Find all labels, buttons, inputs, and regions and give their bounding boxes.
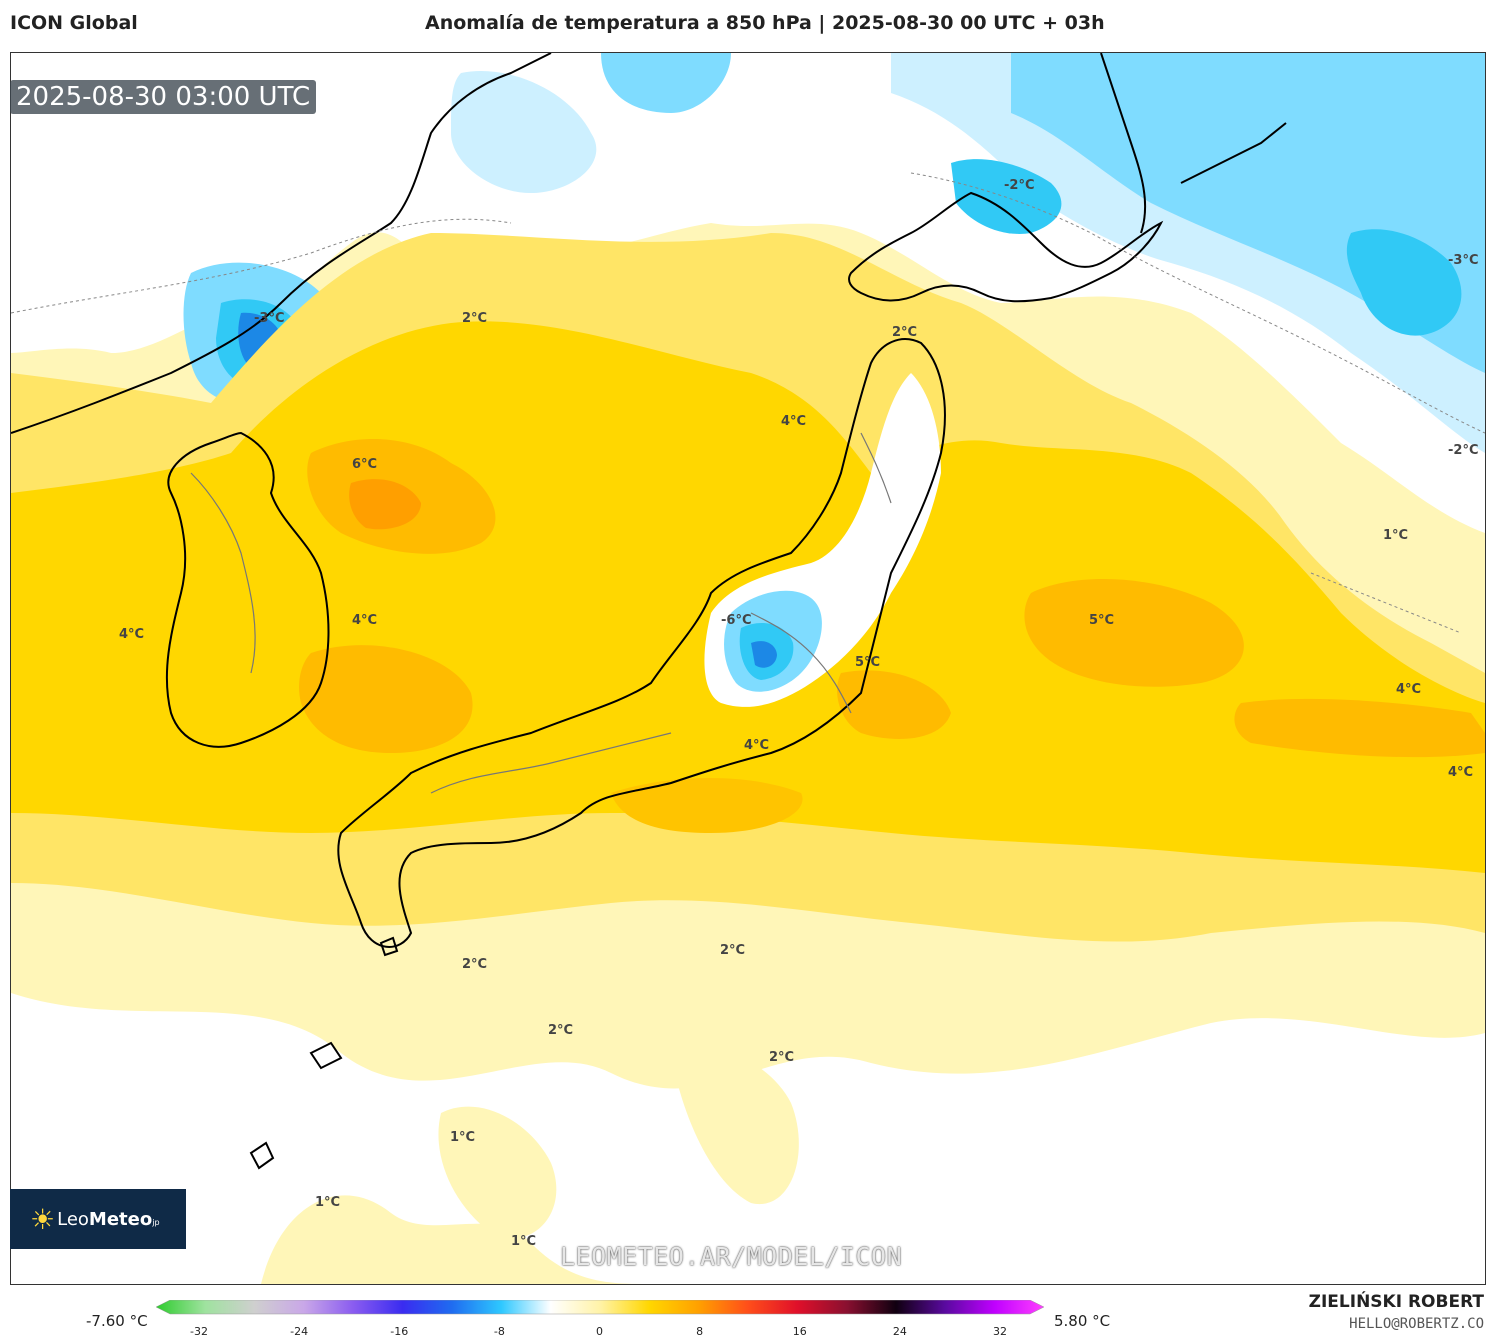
contour-label: 1°C [511, 1234, 537, 1249]
contour-label: 2°C [892, 325, 918, 340]
colorbar [156, 1300, 1045, 1315]
contour-label: -3°C [1448, 253, 1479, 268]
leometeo-logo[interactable]: ☀ LeoMeteojp [10, 1189, 186, 1249]
contour-label: 2°C [769, 1050, 795, 1065]
contour-label: 4°C [352, 613, 378, 628]
colorbar-tick: -8 [493, 1325, 505, 1338]
model-name: ICON Global [10, 12, 138, 34]
author-email[interactable]: HELLO@ROBERTZ.CO [1349, 1316, 1484, 1332]
source-watermark: LEOMETEO.AR/MODEL/ICON [560, 1242, 903, 1271]
contour-label: 2°C [462, 311, 488, 326]
contour-label: -6°C [721, 613, 752, 628]
colorbar-tick: 32 [993, 1325, 1007, 1338]
contour-label: 5°C [1089, 613, 1115, 628]
colorbar-tick: 24 [892, 1325, 907, 1338]
contour-label: 1°C [450, 1130, 476, 1145]
contour-label: 2°C [462, 957, 488, 972]
colorbar-tick: -32 [190, 1325, 208, 1338]
contour-label: -2°C [1004, 178, 1035, 193]
field-5c-pacific [1024, 579, 1244, 687]
coastlines [11, 53, 1287, 1170]
colorbar-max-label: 5.80 °C [1054, 1312, 1111, 1330]
colorbar-tick: 0 [596, 1325, 603, 1338]
colorbar-min-label: -7.60 °C [86, 1312, 148, 1330]
contour-label: 5°C [855, 655, 881, 670]
logo-text: LeoMeteojp [57, 1208, 160, 1230]
admin-boundaries [190, 432, 892, 794]
colorbar-tick: 8 [696, 1325, 704, 1338]
colorbar-tick: -16 [390, 1325, 409, 1338]
contour-label: 1°C [1383, 528, 1409, 543]
author-name: ZIELIŃSKI ROBERT [1308, 1292, 1484, 1312]
contour-label: 4°C [119, 627, 145, 642]
field-minus3 [1346, 229, 1462, 336]
anomaly-field [11, 53, 1485, 1284]
valid-time-badge: 2025-08-30 03:00 UTC [10, 80, 317, 114]
contour-label: 4°C [1448, 765, 1474, 780]
contour-label: -3°C [254, 311, 285, 326]
map-area[interactable] [10, 52, 1486, 1285]
contour-label: -2°C [1448, 443, 1479, 458]
colorbar-tick: -24 [290, 1325, 309, 1338]
contour-label: 6°C [352, 457, 378, 472]
contour-label: 4°C [1396, 682, 1422, 697]
contour-label: 4°C [744, 738, 770, 753]
field-minus6 [751, 641, 777, 668]
sun-icon: ☀ [30, 1202, 56, 1236]
colorbar-tick: 16 [792, 1325, 807, 1338]
contour-label: 2°C [720, 943, 746, 958]
contour-label: 1°C [315, 1195, 341, 1210]
map-title: Anomalía de temperatura a 850 hPa | 2025… [425, 12, 1105, 34]
contour-label: 2°C [548, 1023, 574, 1038]
contour-label: 4°C [781, 414, 807, 429]
contours [11, 172, 1485, 634]
